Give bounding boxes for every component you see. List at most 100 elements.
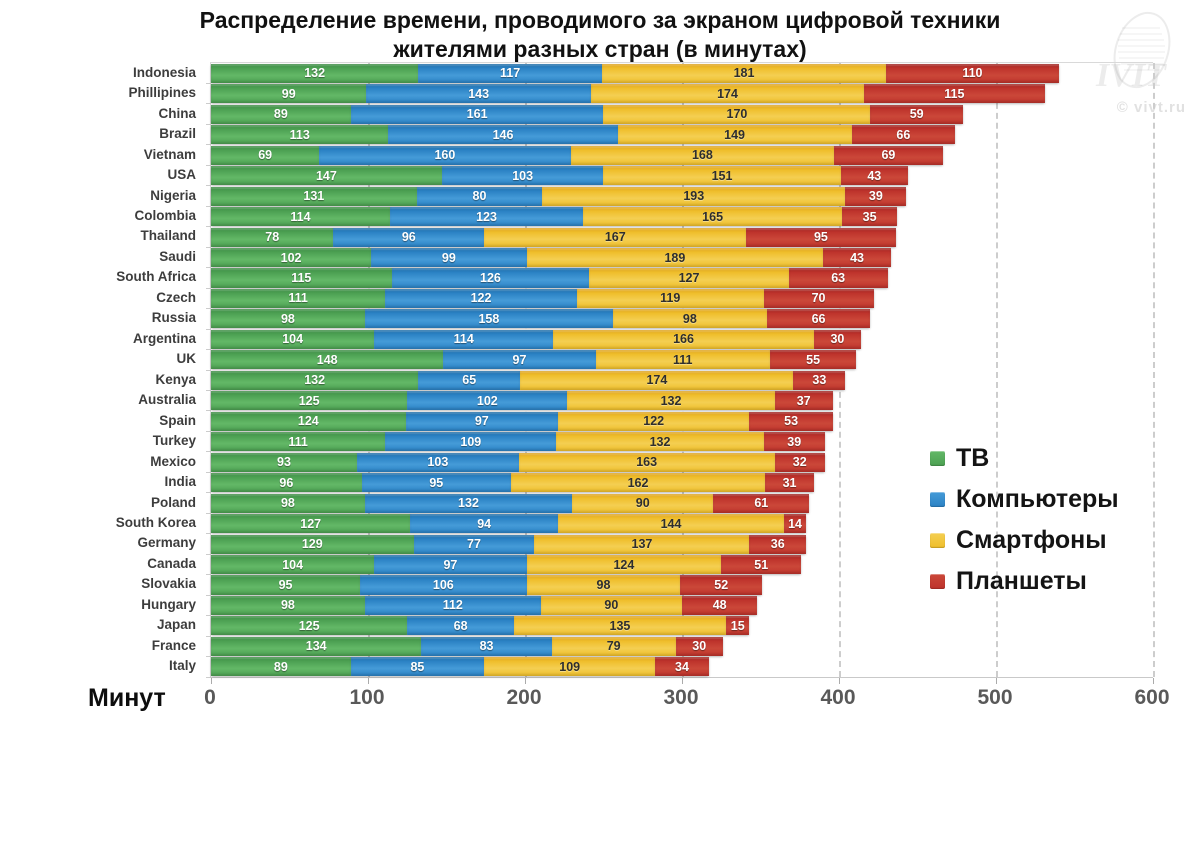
bar-value: 144 xyxy=(660,516,682,531)
bar-segment-Компьютеры: 143 xyxy=(366,84,591,104)
bar-segment-Компьютеры: 94 xyxy=(410,514,558,534)
bar-segment-Смартфоны: 119 xyxy=(576,288,764,308)
y-tick-mark xyxy=(206,410,211,412)
bar-value: 111 xyxy=(673,352,693,367)
bar-segment-Компьютеры: 114 xyxy=(374,329,554,349)
y-tick-mark xyxy=(206,594,211,596)
bar-segment-ТВ: 89 xyxy=(211,657,351,677)
bar-segment-Планшеты: 61 xyxy=(713,493,810,513)
bar-segment-Компьютеры: 132 xyxy=(364,493,573,513)
bar-row-usa: 147 103 151 43 xyxy=(211,166,909,186)
bar-segment-ТВ: 127 xyxy=(211,514,411,534)
y-tick-mark xyxy=(206,144,211,146)
x-tick-mark-500 xyxy=(996,678,997,684)
bar-value: 160 xyxy=(434,148,456,163)
bar-segment-ТВ: 102 xyxy=(211,248,372,268)
bar-segment-Смартфоны: 122 xyxy=(557,411,750,431)
bar-value: 99 xyxy=(281,86,296,101)
y-tick-mark xyxy=(206,553,211,555)
bar-segment-Смартфоны: 151 xyxy=(603,166,841,186)
bar-segment-Планшеты: 14 xyxy=(784,514,806,534)
bar-row-phillipines: 99 143 174 115 xyxy=(211,84,1045,104)
bar-value: 135 xyxy=(609,618,631,633)
legend-swatch-1 xyxy=(930,451,945,466)
gridline-600 xyxy=(1153,63,1155,677)
x-tick-label-400: 400 xyxy=(820,686,856,709)
category-label-turkey: Turkey xyxy=(152,433,196,449)
bar-value: 98 xyxy=(280,598,295,613)
category-label-china: China xyxy=(158,105,196,121)
bar-value: 97 xyxy=(443,557,458,572)
bar-value: 170 xyxy=(726,107,748,122)
bar-value: 66 xyxy=(811,311,826,326)
bar-value: 124 xyxy=(297,414,319,429)
bar-segment-ТВ: 125 xyxy=(211,391,408,411)
bar-row-germany: 129 77 137 36 xyxy=(211,534,806,554)
y-tick-mark xyxy=(206,451,211,453)
bar-value: 163 xyxy=(636,455,658,470)
y-tick-mark xyxy=(206,328,211,330)
bar-segment-Смартфоны: 162 xyxy=(510,473,766,493)
bar-value: 119 xyxy=(660,291,681,306)
bar-value: 113 xyxy=(289,127,310,142)
bar-value: 97 xyxy=(512,352,527,367)
bar-value: 30 xyxy=(692,639,707,654)
bar-value: 114 xyxy=(290,209,311,224)
bar-value: 98 xyxy=(596,577,611,592)
bar-segment-Планшеты: 66 xyxy=(851,125,956,145)
bar-segment-Компьютеры: 106 xyxy=(360,575,527,595)
bar-segment-Смартфоны: 98 xyxy=(526,575,681,595)
bar-value: 90 xyxy=(635,496,650,511)
bar-segment-Компьютеры: 95 xyxy=(361,473,511,493)
bar-segment-Смартфоны: 193 xyxy=(542,186,846,206)
bar-segment-Компьютеры: 122 xyxy=(385,288,577,308)
y-tick-mark xyxy=(206,615,211,617)
bar-segment-ТВ: 134 xyxy=(211,636,422,656)
bar-segment-Планшеты: 43 xyxy=(840,166,909,186)
bar-segment-ТВ: 99 xyxy=(211,84,367,104)
category-label-germany: Germany xyxy=(137,535,196,551)
bar-value: 98 xyxy=(682,311,697,326)
bar-segment-Смартфоны: 168 xyxy=(570,145,835,165)
bar-value: 68 xyxy=(453,618,468,633)
y-tick-mark xyxy=(206,471,211,473)
bar-value: 109 xyxy=(559,659,581,674)
x-axis: 0 100 200 300 400 500 600 xyxy=(0,686,1200,716)
bar-segment-Компьютеры: 103 xyxy=(441,166,604,186)
category-label-colombia: Colombia xyxy=(134,207,196,223)
chart-title-line2: жителями разных стран (в минутах) xyxy=(393,36,807,63)
bar-value: 32 xyxy=(792,455,807,470)
bar-value: 181 xyxy=(733,66,755,81)
bar-segment-Компьютеры: 160 xyxy=(319,145,571,165)
bar-segment-ТВ: 148 xyxy=(211,350,444,370)
bar-value: 131 xyxy=(303,189,325,204)
bar-segment-Компьютеры: 117 xyxy=(418,63,602,83)
bar-segment-Смартфоны: 189 xyxy=(526,248,824,268)
bar-value: 85 xyxy=(410,659,425,674)
bar-value: 114 xyxy=(453,332,474,347)
bar-value: 15 xyxy=(730,618,745,633)
category-label-canada: Canada xyxy=(147,555,196,571)
bar-segment-Смартфоны: 109 xyxy=(484,657,656,677)
bar-segment-ТВ: 147 xyxy=(211,166,442,186)
bar-segment-ТВ: 95 xyxy=(211,575,361,595)
bar-value: 34 xyxy=(675,659,689,674)
bar-segment-Планшеты: 52 xyxy=(680,575,763,595)
bar-row-japan: 125 68 135 15 xyxy=(211,616,750,636)
bar-segment-ТВ: 111 xyxy=(211,432,386,452)
category-label-russia: Russia xyxy=(151,310,196,326)
bar-segment-Компьютеры: 112 xyxy=(364,595,541,615)
bar-value: 125 xyxy=(298,618,320,633)
bar-segment-Компьютеры: 80 xyxy=(416,186,543,206)
bar-value: 132 xyxy=(649,434,671,449)
bar-value: 124 xyxy=(613,557,635,572)
bar-value: 51 xyxy=(754,557,769,572)
bar-segment-Компьютеры: 97 xyxy=(374,555,527,575)
bar-value: 167 xyxy=(604,230,626,245)
bar-segment-Планшеты: 115 xyxy=(864,84,1045,104)
bar-value: 126 xyxy=(480,270,501,285)
bar-segment-Смартфоны: 174 xyxy=(590,84,865,104)
category-label-vietnam: Vietnam xyxy=(143,146,196,162)
bar-row-south-africa: 115 126 127 63 xyxy=(211,268,888,288)
bar-value: 106 xyxy=(432,577,454,592)
